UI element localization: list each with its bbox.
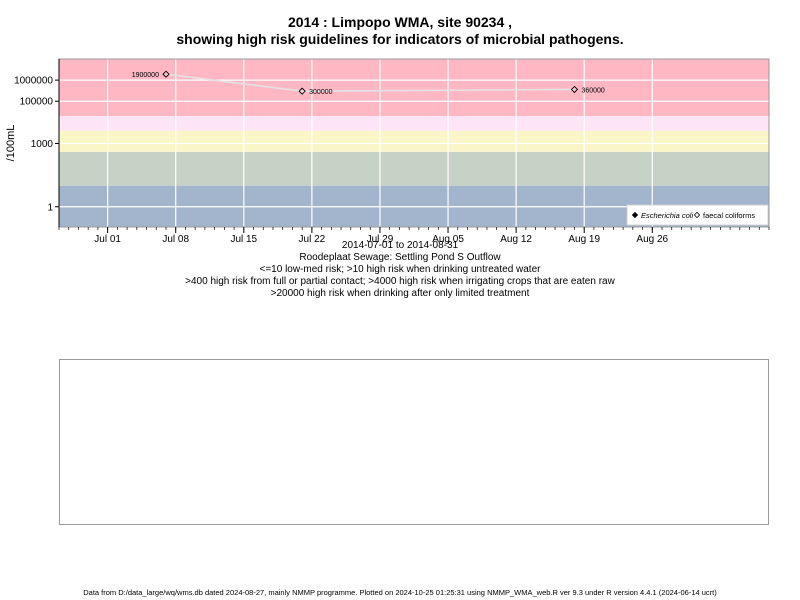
x-tick-label: Aug 26 [636, 234, 668, 245]
legend-label: faecal coliforms [703, 211, 755, 220]
risk-band-4 [59, 59, 769, 116]
guideline-rule-1: <=10 low-med risk; >10 high risk when dr… [259, 264, 541, 275]
legend-label: Escherichia coli [641, 211, 693, 220]
data-point [298, 87, 306, 95]
legend-box [626, 204, 769, 226]
y-tick-label: 1000000 [14, 76, 53, 87]
y-axis-label: /100mL [5, 125, 17, 162]
data-point [162, 70, 170, 78]
guideline-rule-3: >20000 high risk when drinking after onl… [270, 288, 530, 299]
risk-band-2 [59, 130, 769, 152]
x-tick-label: Jul 01 [94, 234, 121, 245]
data-point [570, 85, 579, 94]
y-tick-label: 1000 [31, 139, 54, 150]
site-name-caption: Roodeplaat Sewage: Settling Pond S Outfl… [299, 252, 501, 263]
data-label: 1900000 [132, 72, 159, 79]
y-tick-label: 1 [47, 202, 53, 213]
x-tick-label: Aug 19 [568, 234, 600, 245]
risk-band-3 [59, 115, 769, 131]
risk-band-1 [59, 151, 769, 186]
footer-note: Data from D:/data_large/wq/wms.db dated … [83, 588, 717, 597]
x-tick-label: Aug 12 [500, 234, 532, 245]
legend-marker [693, 211, 701, 219]
x-tick-label: Jul 29 [367, 234, 394, 245]
guideline-rule-2: >400 high risk from full or partial cont… [185, 276, 615, 287]
data-label: 360000 [581, 87, 604, 94]
x-tick-label: Jul 15 [230, 234, 257, 245]
chart-title-line2: showing high risk guidelines for indicat… [176, 31, 624, 47]
data-label: 300000 [309, 89, 332, 96]
x-tick-label: Aug 05 [432, 234, 464, 245]
series-line [165, 73, 575, 92]
x-tick-label: Jul 08 [162, 234, 189, 245]
legend-marker [631, 211, 639, 219]
date-range-caption: 2014-07-01 to 2014-08-31 [341, 240, 459, 251]
chart-title-line1: 2014 : Limpopo WMA, site 90234 , [287, 14, 513, 30]
empty-plot-panel [59, 359, 769, 525]
x-tick-label: Jul 22 [299, 234, 326, 245]
y-tick-label: 100000 [20, 97, 54, 108]
